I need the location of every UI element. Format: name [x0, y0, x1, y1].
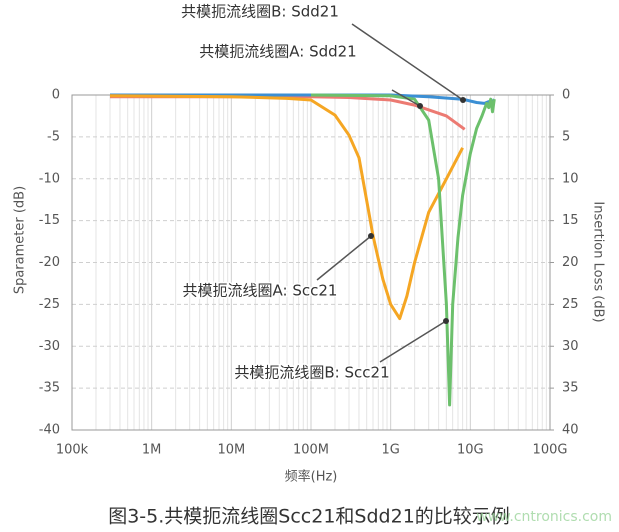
series-line [310, 93, 496, 407]
y2-tick-label: 10 [562, 171, 579, 186]
y-tick-label: -5 [47, 129, 60, 144]
x-tick-label: 100G [533, 443, 568, 458]
callout-line [316, 235, 372, 281]
callout-dot [460, 97, 466, 103]
y-tick-label: -30 [39, 339, 60, 354]
y-tick-label: -40 [39, 423, 60, 438]
y-axis-label: Sparameter (dB) [13, 186, 28, 294]
y2-tick-label: 20 [562, 255, 579, 270]
x-axis-label: 频率(Hz) [285, 469, 338, 485]
x-tick-label: 10M [217, 443, 245, 458]
y2-tick-label: 40 [562, 423, 579, 438]
y-tick-label: -35 [39, 381, 60, 396]
y2-tick-label: 30 [562, 339, 579, 354]
y2-tick-label: 35 [562, 381, 579, 396]
callout-line [379, 320, 447, 363]
y2-tick-label: 15 [562, 213, 579, 228]
x-tick-label: 100k [56, 443, 89, 458]
x-tick-label: 100M [293, 443, 329, 458]
callout-dot [443, 318, 449, 324]
legend-label: 共模扼流线圈A: Scc21 [183, 282, 338, 300]
y2-tick-label: 25 [562, 297, 579, 312]
y-tick-label: -10 [39, 171, 60, 186]
legend-label: 共模扼流线圈B: Scc21 [234, 364, 389, 382]
x-tick-label: 10G [457, 443, 484, 458]
series-line [109, 94, 464, 321]
caption: 图3-5.共模扼流线圈Scc21和Sdd21的比较示例 [108, 506, 510, 528]
x-tick-label: 1G [381, 443, 399, 458]
y2-axis-label: Insertion Loss (dB) [591, 201, 606, 322]
callout-dot [368, 233, 374, 239]
y-tick-label: 0 [52, 88, 60, 103]
watermark: www.cntronics.com [476, 509, 612, 525]
callout-line [391, 89, 421, 107]
y2-tick-label: 5 [562, 129, 570, 144]
y-tick-label: -20 [39, 255, 60, 270]
callout-dot [417, 103, 423, 109]
y-tick-label: -15 [39, 213, 60, 228]
x-tick-label: 1M [142, 443, 162, 458]
y-tick-label: -25 [39, 297, 60, 312]
y2-tick-label: 0 [562, 88, 570, 103]
legend-label: 共模扼流线圈B: Sdd21 [181, 3, 339, 21]
callout-line [351, 23, 464, 101]
legend-label: 共模扼流线圈A: Sdd21 [199, 43, 356, 61]
